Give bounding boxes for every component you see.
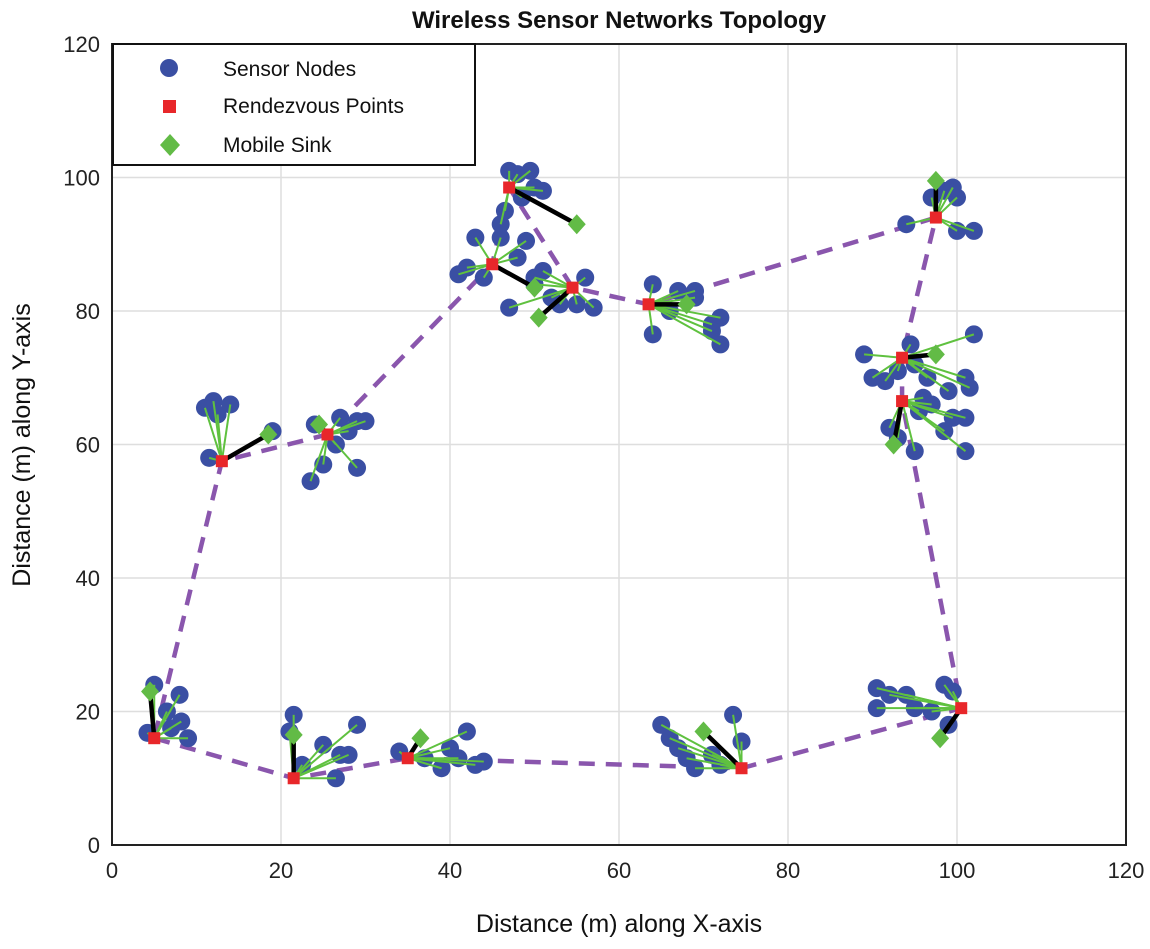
node-rp-link [407, 747, 451, 760]
node-rp-link [906, 693, 962, 710]
rendezvous-point [503, 181, 516, 194]
node-rp-link [407, 730, 468, 760]
mobile-sink [259, 424, 278, 445]
legend-sensor-nodes: Sensor Nodes [223, 58, 356, 81]
rendezvous-point [896, 395, 909, 408]
y-tick-label: 40 [76, 566, 100, 591]
y-tick-label: 0 [88, 833, 100, 858]
node-rp-link [648, 303, 721, 346]
node-rp-link [935, 216, 975, 232]
rp-sink-link [701, 729, 744, 770]
y-tick-label: 20 [76, 700, 100, 725]
node-rp-link [220, 404, 232, 462]
rp-sink-link [508, 185, 578, 227]
plot-marks [138, 161, 983, 788]
legend-node-marker [160, 59, 178, 77]
legend: Sensor Nodes Rendezvous Points Mobile Si… [112, 43, 476, 166]
node-rp-link [863, 353, 903, 359]
chart-title: Wireless Sensor Networks Topology [412, 7, 827, 34]
y-tick-label: 100 [63, 166, 100, 191]
mobile-sink [677, 294, 696, 315]
rendezvous-point [287, 772, 300, 785]
x-tick-label: 60 [607, 858, 631, 883]
node-rp-link [508, 286, 573, 309]
rendezvous-point [148, 732, 161, 745]
node-rp-link [648, 303, 713, 332]
x-axis-label: Distance (m) along X-axis [476, 910, 762, 938]
mobile-sink [525, 277, 544, 298]
mobile-sink [931, 728, 950, 749]
node-rp-link [293, 753, 349, 780]
node-rp-link [407, 757, 484, 763]
legend-sink-marker [160, 134, 180, 156]
rendezvous-point [321, 428, 334, 441]
x-tick-label: 0 [106, 858, 118, 883]
x-tick-label: 40 [438, 858, 462, 883]
mobile-sink [284, 724, 303, 745]
mobile-sink [310, 414, 329, 435]
rp-sink-link [491, 262, 536, 290]
legend-mobile-sink: Mobile Sink [223, 134, 332, 157]
node-rp-link [901, 400, 967, 452]
rendezvous-point [642, 298, 655, 311]
rendezvous-point [735, 762, 748, 775]
y-axis-label: Distance (m) along Y-axis [8, 303, 36, 586]
mobile-sink [926, 170, 945, 191]
tick-labels: 0 20 40 60 80 100 120 0 20 40 60 80 100 120 [63, 32, 1144, 883]
mobile-sink [141, 681, 160, 702]
node-rp-link [901, 356, 966, 379]
x-tick-label: 100 [939, 858, 976, 883]
node-rp-link [901, 333, 975, 359]
node-rp-link [677, 747, 742, 770]
plot-frame [111, 43, 1127, 846]
y-tick-label: 120 [63, 32, 100, 57]
x-tick-label: 120 [1108, 858, 1145, 883]
node-rp-link [534, 276, 573, 289]
mobile-sink-tour-path [152, 181, 964, 781]
legend-rp-marker [163, 100, 176, 113]
mobile-sink [884, 434, 903, 455]
x-tick-label: 20 [269, 858, 293, 883]
node-rp-link [901, 356, 950, 392]
node-rp-link [648, 303, 713, 326]
node-rp-link [732, 714, 743, 769]
node-rp-link [203, 407, 223, 462]
node-rp-link [216, 414, 223, 462]
node-rp-link [901, 400, 916, 452]
y-tick-label: 60 [76, 433, 100, 458]
mobile-sink [567, 214, 586, 235]
y-tick-label: 80 [76, 299, 100, 324]
rendezvous-point [215, 455, 228, 468]
mobile-sink [411, 728, 430, 749]
mobile-sink [694, 721, 713, 742]
rendezvous-point [929, 211, 942, 224]
rp-sink-link [220, 432, 270, 464]
rendezvous-point [566, 281, 579, 294]
node-rp-link [660, 723, 743, 770]
rendezvous-point [486, 258, 499, 271]
rendezvous-point [896, 351, 909, 364]
node-rp-link [901, 400, 966, 419]
rendezvous-point [955, 702, 968, 715]
mobile-sink [926, 344, 945, 365]
node-rp-link [309, 434, 329, 482]
node-rp-link [327, 420, 366, 436]
x-tick-label: 80 [776, 858, 800, 883]
node-rp-link [293, 724, 358, 780]
rendezvous-point [401, 752, 414, 765]
mobile-sink [529, 307, 548, 328]
legend-rendezvous-points: Rendezvous Points [223, 95, 404, 118]
